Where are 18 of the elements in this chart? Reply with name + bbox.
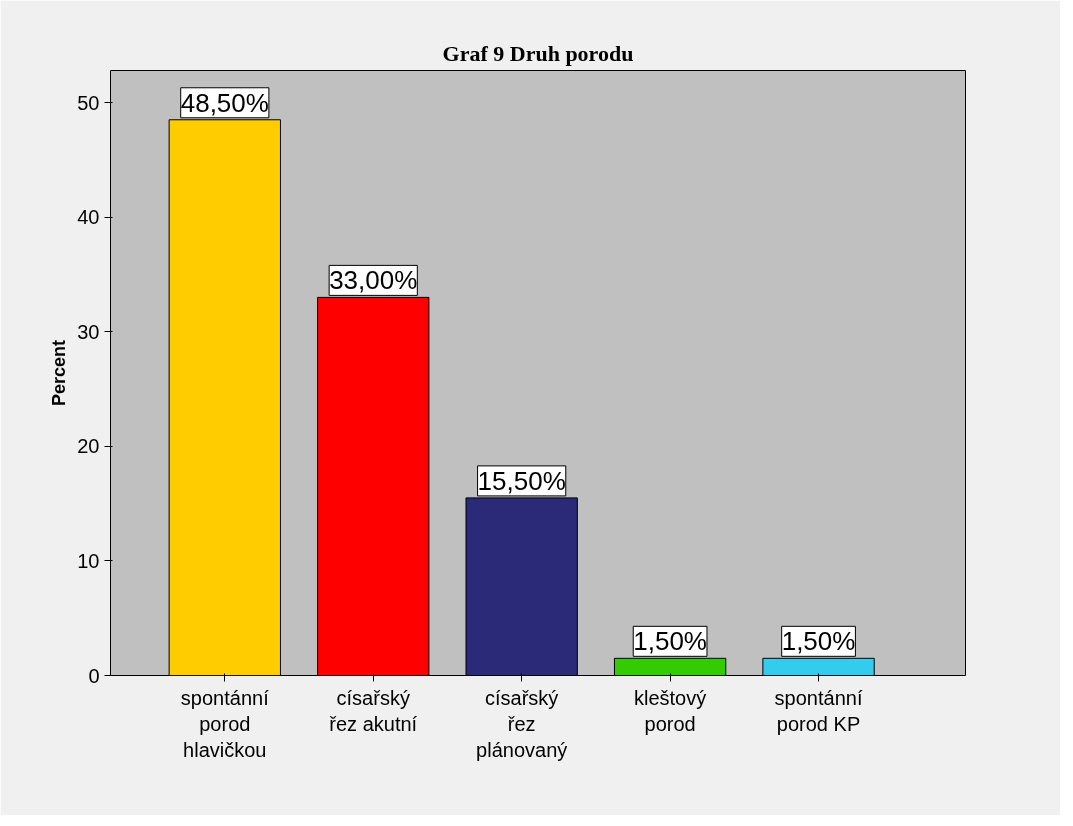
x-tick-label: spontánní porod KP bbox=[774, 686, 863, 735]
y-tick-label: 0 bbox=[88, 664, 100, 687]
data-label: 1,50% bbox=[781, 626, 856, 657]
x-tick-label: císařský řez plánovaný bbox=[476, 686, 568, 762]
data-label: 33,00% bbox=[329, 265, 418, 296]
y-tick-label: 30 bbox=[77, 320, 100, 343]
x-tick-label: císařský řez akutní bbox=[329, 686, 418, 735]
chart-title: Graf 9 Druh porodu bbox=[442, 40, 634, 66]
data-label: 15,50% bbox=[477, 465, 566, 496]
y-tick-label: 20 bbox=[77, 435, 100, 458]
y-axis-title: Percent bbox=[49, 339, 70, 407]
x-tick-label: kleštový porod bbox=[633, 686, 707, 735]
data-label: 1,50% bbox=[633, 626, 707, 657]
y-tick-label: 10 bbox=[77, 549, 100, 572]
y-tick-label: 40 bbox=[77, 206, 100, 229]
x-tick-label: spontánní porod hlavičkou bbox=[180, 686, 270, 762]
data-label: 48,50% bbox=[180, 87, 269, 118]
y-tick-label: 50 bbox=[77, 91, 100, 114]
